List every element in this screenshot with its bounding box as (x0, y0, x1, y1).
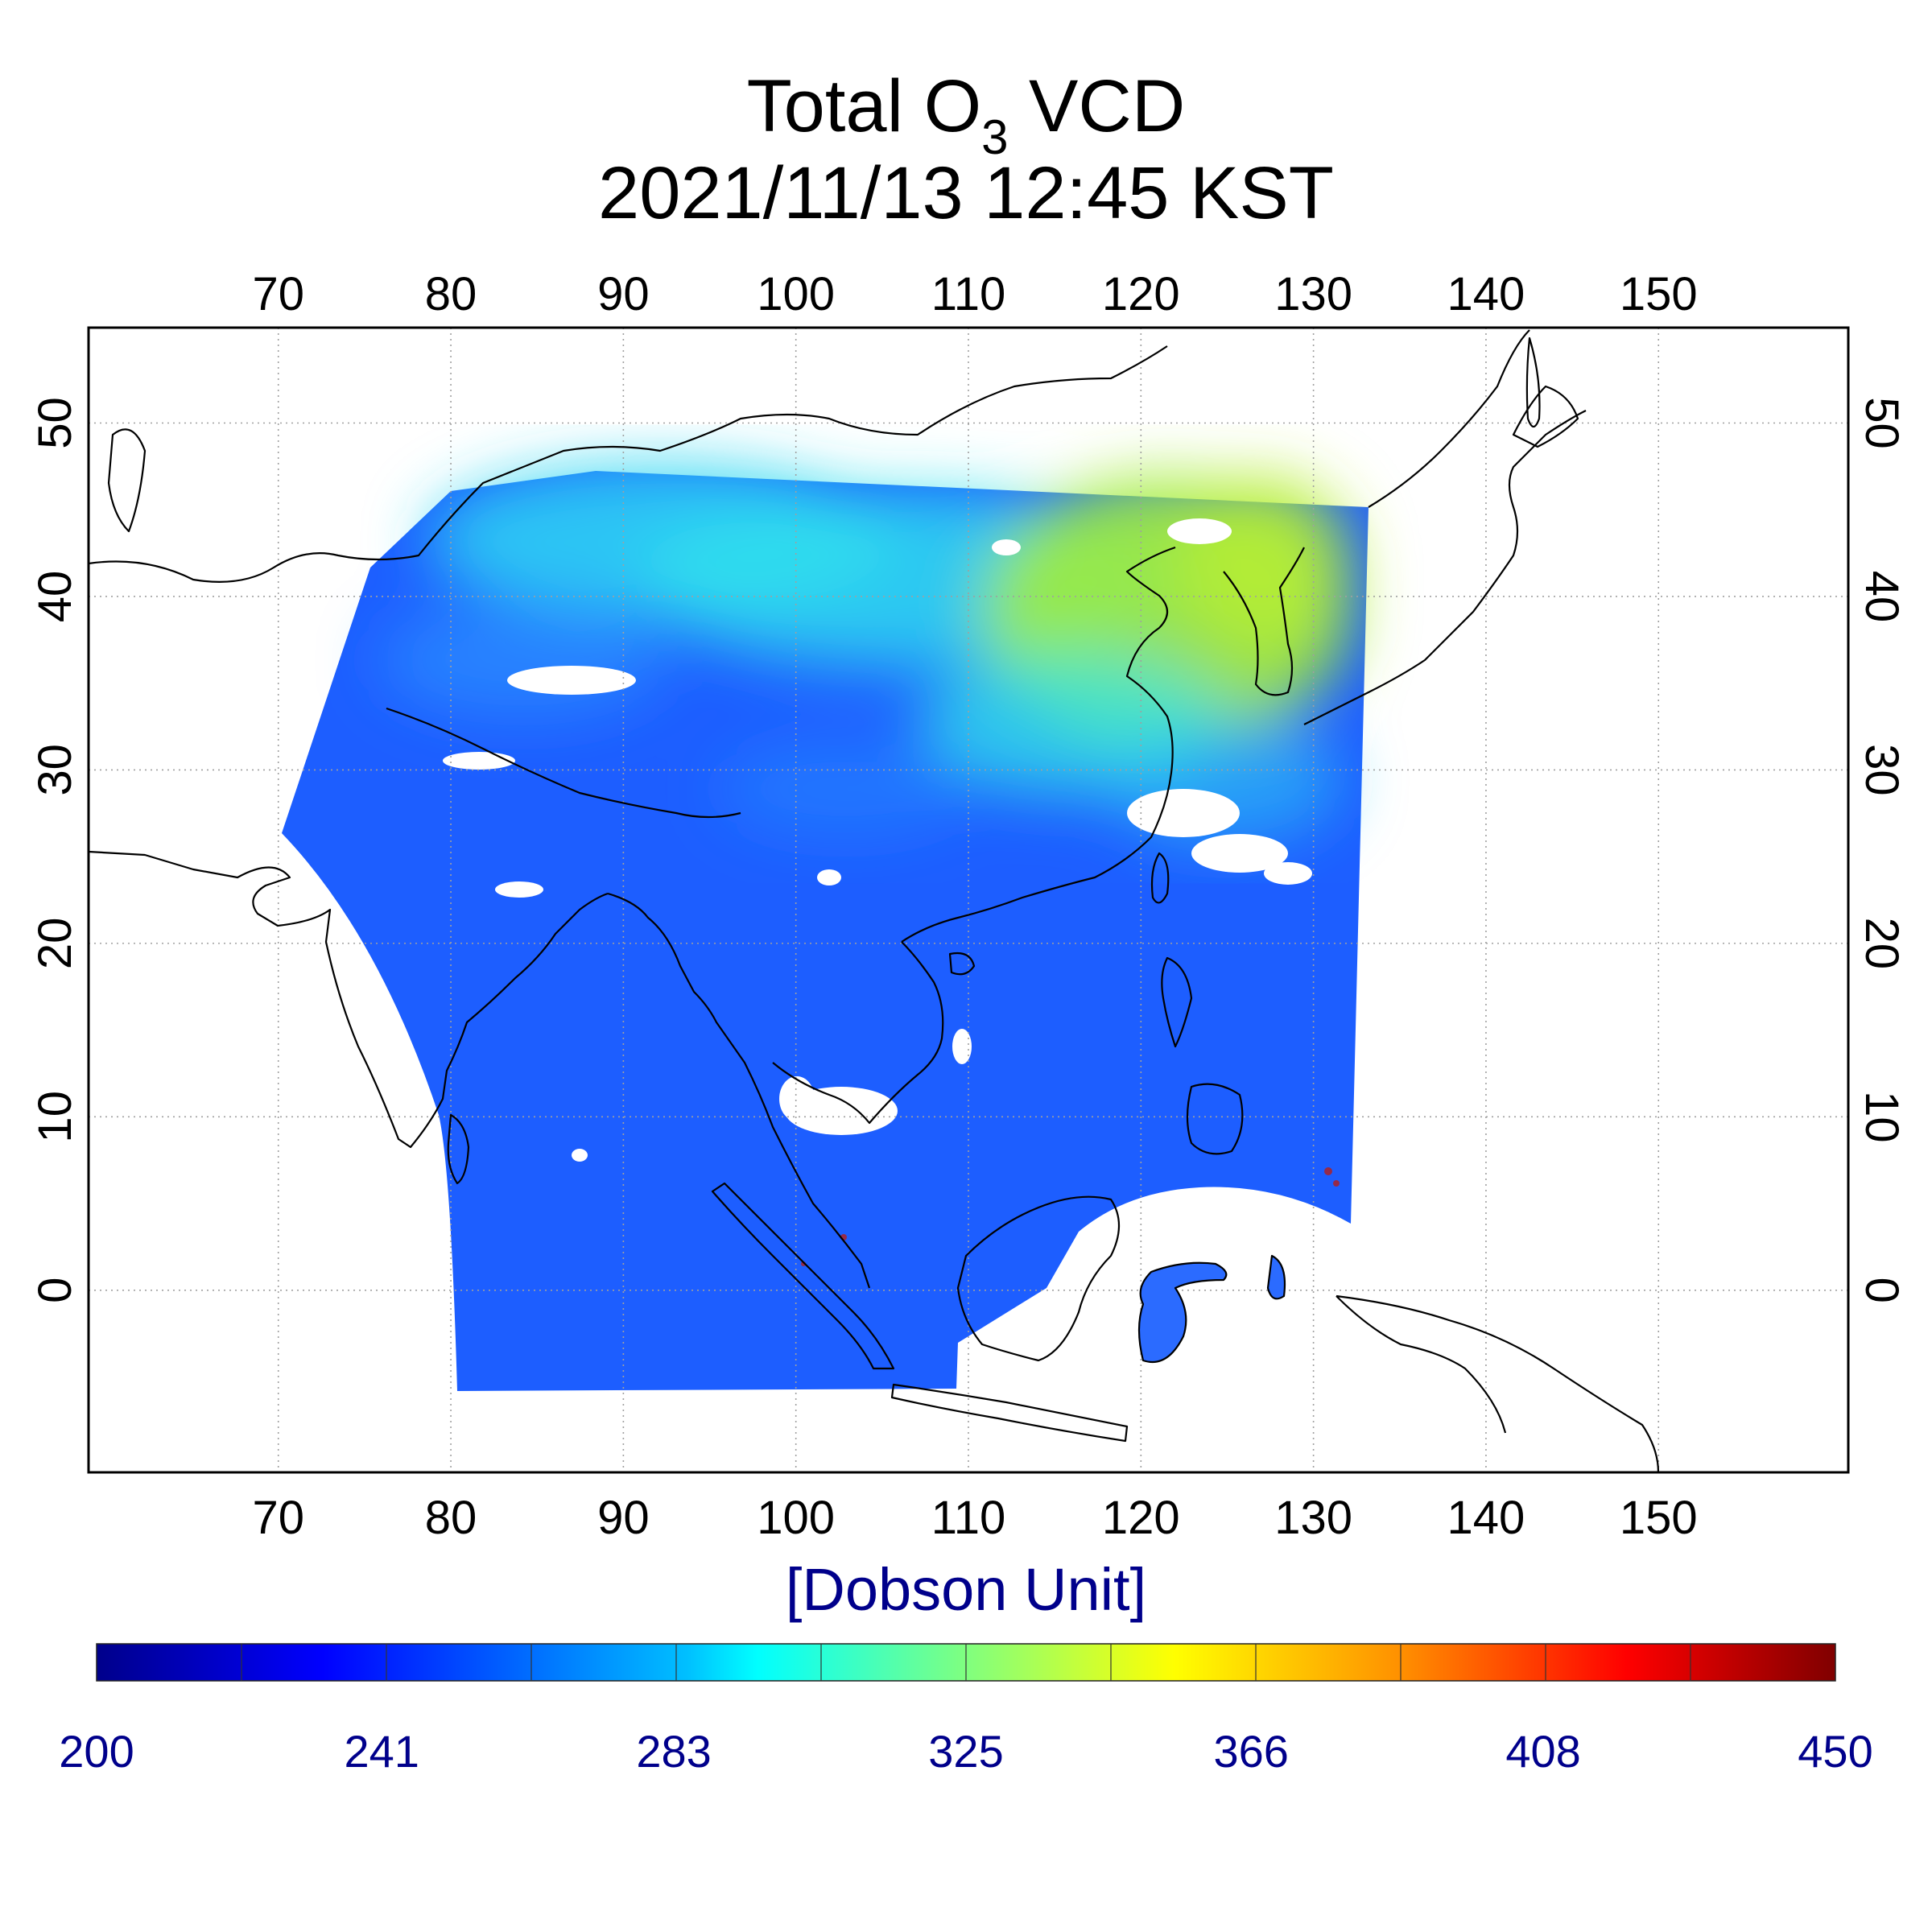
colorbar-tick-label: 366 (1213, 1726, 1289, 1777)
lon-tick-label-bottom: 100 (757, 1492, 835, 1544)
coast-borneo (956, 1195, 1120, 1362)
gridlines (89, 328, 1848, 1472)
lat-tick-label-left: 20 (29, 918, 81, 970)
coast-sulawesi (1137, 1261, 1228, 1364)
lat-tick-label-right: 40 (1856, 571, 1908, 623)
coast-philippines-luzon (1161, 956, 1193, 1048)
coast-china (901, 546, 1176, 943)
lon-tick-label-bottom: 110 (931, 1492, 1005, 1544)
lon-tick-label-top: 150 (1620, 268, 1698, 320)
coast-maluku (1266, 1254, 1286, 1300)
coast-hokkaido (1512, 385, 1579, 448)
ozone-swath (282, 463, 1368, 1391)
coast-sakhalin (1525, 336, 1541, 428)
unit-label: [Dobson Unit] (785, 1556, 1147, 1623)
lon-labels-bottom: 70 80 90 100 110 120 130 140 150 (252, 1492, 1697, 1544)
coast-caspian (107, 428, 147, 533)
chart-timestamp: 2021/11/13 12:45 KST (598, 152, 1334, 234)
lon-tick-label-bottom: 120 (1102, 1492, 1180, 1544)
lon-tick-label-top: 70 (252, 268, 304, 320)
colorbar-tick-label: 450 (1798, 1726, 1873, 1777)
lon-tick-label-bottom: 140 (1447, 1492, 1525, 1544)
coast-new-guinea (1335, 1294, 1660, 1472)
coast-sumatra (711, 1182, 895, 1370)
title-subscript: 3 (981, 110, 1009, 164)
lat-tick-label-right: 30 (1856, 744, 1908, 796)
coast-russia-far-east (1368, 329, 1530, 508)
coast-gulf-thailand (772, 941, 944, 1125)
lat-tick-label-left: 10 (29, 1091, 81, 1143)
high-ozone-spots (801, 1167, 1340, 1266)
lon-tick-label-bottom: 80 (425, 1492, 477, 1544)
lon-tick-label-bottom: 150 (1620, 1492, 1698, 1544)
title-prefix: Total O (746, 65, 982, 147)
lat-labels-right: 50 40 30 20 10 0 (1856, 397, 1908, 1303)
lat-tick-label-left: 30 (29, 744, 81, 796)
lat-tick-label-right: 20 (1856, 918, 1908, 970)
border-himalaya (386, 707, 741, 819)
colorbar (96, 1643, 1836, 1682)
coast-hainan (948, 952, 976, 976)
colorbar-tick-label: 283 (636, 1726, 712, 1777)
cloud-gaps (443, 518, 1312, 1162)
colorbar-tick-label: 325 (928, 1726, 1004, 1777)
coast-srilanka (447, 1113, 470, 1185)
lon-tick-label-bottom: 90 (597, 1492, 650, 1544)
coast-arabia-india (89, 850, 609, 1149)
coast-philippines-mindanao (1186, 1083, 1244, 1155)
lat-labels-left: 50 40 30 20 10 0 (29, 397, 81, 1303)
lon-tick-label-top: 130 (1274, 268, 1352, 320)
coast-taiwan (1150, 852, 1170, 904)
coast-java (890, 1383, 1129, 1443)
coastlines (89, 329, 1660, 1472)
lon-tick-label-top: 80 (425, 268, 477, 320)
lat-tick-label-left: 0 (29, 1278, 81, 1303)
colorbar-tick-label: 200 (59, 1726, 134, 1777)
lat-tick-label-left: 50 (29, 397, 81, 449)
lon-tick-label-top: 110 (931, 268, 1005, 320)
colorbar-tick-label: 408 (1505, 1726, 1581, 1777)
lat-tick-label-right: 10 (1856, 1091, 1908, 1143)
colorbar-dividers (241, 1644, 1691, 1681)
lon-tick-label-top: 90 (597, 268, 650, 320)
coast-korea (1223, 547, 1305, 696)
lon-tick-label-bottom: 70 (252, 1492, 304, 1544)
lat-tick-label-left: 40 (29, 571, 81, 623)
lon-tick-label-bottom: 130 (1274, 1492, 1352, 1544)
lon-labels-top: 70 80 90 100 110 120 130 140 150 (252, 268, 1697, 320)
map-frame (87, 326, 1850, 1474)
lon-tick-label-top: 140 (1447, 268, 1525, 320)
ozone-gradient (378, 463, 1352, 845)
colorbar-tick-label: 241 (344, 1726, 419, 1777)
coast-japan (1303, 410, 1587, 725)
chart-title: Total O3 VCD (0, 65, 1932, 164)
lon-tick-label-top: 100 (757, 268, 835, 320)
lon-tick-label-top: 120 (1102, 268, 1180, 320)
coast-central-asia-border (89, 345, 1168, 583)
coast-burma-malaya (607, 892, 871, 1289)
lat-tick-label-right: 0 (1856, 1278, 1908, 1303)
lat-tick-label-right: 50 (1856, 397, 1908, 449)
title-suffix: VCD (1008, 65, 1186, 147)
